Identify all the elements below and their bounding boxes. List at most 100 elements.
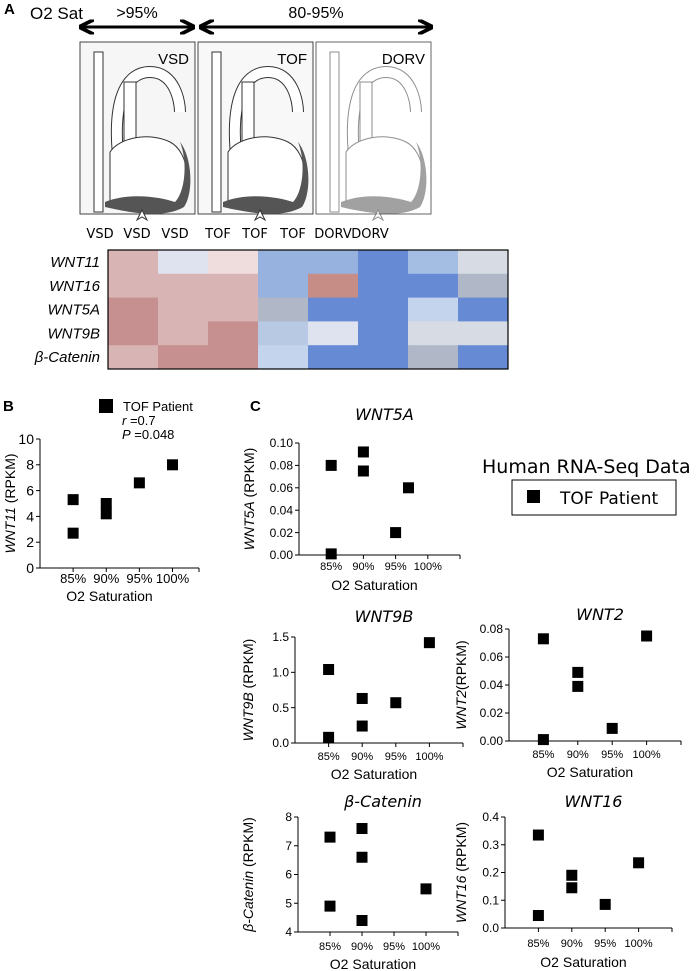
panel-a-letter: A bbox=[4, 1, 15, 18]
x-axis-label: O2 Saturation bbox=[547, 764, 633, 780]
y-axis-label-gene: WNT2 bbox=[453, 690, 469, 730]
y-tick-label: 0.10 bbox=[270, 436, 294, 450]
p-label: P bbox=[122, 427, 131, 442]
x-tick-label: 85% bbox=[532, 749, 554, 761]
x-tick-label: 95% bbox=[383, 941, 405, 953]
x-tick-label: 85% bbox=[320, 561, 342, 573]
heatmap-cell bbox=[258, 250, 309, 275]
panel-b-letter: B bbox=[3, 398, 14, 415]
data-point bbox=[324, 831, 336, 843]
data-point bbox=[532, 829, 544, 841]
legend-title: Human RNA-Seq Data bbox=[482, 456, 691, 478]
data-point bbox=[572, 666, 584, 678]
heatmap-cell bbox=[408, 273, 459, 299]
x-axis-label: O2 Saturation bbox=[540, 954, 626, 970]
column-labels: VSD VSD VSD TOF TOF TOF DORV DORV bbox=[86, 227, 388, 242]
x-tick-label: 90% bbox=[351, 751, 373, 763]
heatmap-row-label: WNT16 bbox=[49, 278, 100, 295]
y-axis-label-unit: (RPKM) bbox=[453, 822, 469, 876]
data-point bbox=[67, 494, 79, 506]
heatmap-cell bbox=[308, 345, 359, 370]
x-tick-label: 85% bbox=[60, 571, 86, 586]
y-tick-label: 0.02 bbox=[270, 526, 294, 540]
x-axis-label: O2 Saturation bbox=[331, 577, 417, 593]
y-tick-label: 0.2 bbox=[482, 866, 499, 880]
x-tick-label: 90% bbox=[93, 571, 119, 586]
heatmap-cell bbox=[108, 273, 159, 299]
y-tick-label: 0.02 bbox=[480, 706, 504, 720]
heatmap-cell bbox=[108, 250, 159, 275]
chart-title: β-Catenin bbox=[343, 792, 422, 811]
x-tick-label: 90% bbox=[561, 938, 583, 950]
y-tick-label: 1.0 bbox=[272, 666, 289, 680]
y-tick-label: 2 bbox=[26, 534, 34, 550]
column-label: TOF bbox=[241, 227, 268, 242]
x-tick-label: 100% bbox=[415, 751, 443, 763]
data-point bbox=[100, 498, 112, 509]
data-point bbox=[420, 883, 432, 895]
data-point bbox=[402, 482, 414, 494]
data-point bbox=[537, 734, 549, 746]
p-value: =0.048 bbox=[131, 427, 175, 442]
heatmap-cell bbox=[308, 321, 359, 346]
x-tick-label: 85% bbox=[319, 941, 341, 953]
diagram-label: DORV bbox=[382, 51, 425, 68]
heatmap-cell bbox=[458, 321, 509, 346]
y-axis-label-gene: β-Catenin bbox=[240, 871, 256, 933]
diagram-label: VSD bbox=[158, 51, 189, 68]
column-label: VSD bbox=[86, 227, 113, 242]
y-tick-label: 6 bbox=[26, 483, 34, 499]
x-tick-label: 95% bbox=[126, 571, 152, 586]
diagram-label: TOF bbox=[277, 51, 307, 68]
heatmap-cell bbox=[358, 250, 409, 275]
x-tick-label: 95% bbox=[385, 751, 407, 763]
x-axis-label: O2 Saturation bbox=[331, 766, 417, 782]
y-tick-label: 8 bbox=[285, 810, 292, 824]
x-tick-label: 100% bbox=[414, 561, 442, 573]
data-point bbox=[390, 527, 402, 539]
y-tick-label: 0.06 bbox=[480, 650, 504, 664]
r-value: =0.7 bbox=[126, 413, 155, 428]
data-point bbox=[532, 910, 544, 922]
heatmap-cell bbox=[308, 297, 359, 322]
legend-square-icon bbox=[527, 490, 540, 503]
data-point bbox=[323, 731, 335, 743]
scatter-chart-wnt16: 0.0 0.1 0.2 0.3 0.4 85% 90% 95% 100% O2 Saturatio… bbox=[453, 792, 673, 970]
data-point bbox=[599, 898, 611, 910]
y-tick-label: 0.0 bbox=[482, 921, 499, 935]
heatmap-cell bbox=[358, 297, 409, 322]
x-tick-label: 100% bbox=[625, 938, 653, 950]
diagram-vsd: VSD bbox=[79, 41, 195, 220]
r-label: r bbox=[122, 413, 127, 428]
data-point bbox=[356, 720, 368, 732]
data-point bbox=[67, 527, 79, 539]
column-label: VSD bbox=[161, 227, 188, 242]
heatmap-cell bbox=[108, 345, 159, 370]
x-tick-label: 85% bbox=[527, 938, 549, 950]
column-label: VSD bbox=[123, 227, 150, 242]
heatmap-row-label: WNT5A bbox=[48, 302, 101, 319]
heatmap-cell bbox=[208, 273, 259, 299]
data-point bbox=[566, 869, 578, 881]
heatmap-cell bbox=[208, 250, 259, 275]
y-tick-label: 10 bbox=[18, 431, 34, 447]
data-point bbox=[133, 477, 145, 489]
r-stat: r =0.7 bbox=[122, 413, 156, 428]
y-axis-label-gene: WNT11 bbox=[2, 507, 18, 553]
y-axis-label: WNT11 (RPKM) bbox=[2, 453, 18, 553]
heatmap-cell bbox=[258, 273, 309, 299]
x-tick-label: 100% bbox=[633, 749, 661, 761]
y-axis-label-gene: WNT5A bbox=[241, 501, 257, 550]
legend-square-icon bbox=[99, 399, 113, 413]
data-point bbox=[323, 664, 335, 676]
heatmap-cell bbox=[308, 250, 359, 275]
y-tick-label: 0.06 bbox=[270, 481, 294, 495]
heatmap-cell bbox=[458, 273, 509, 299]
x-tick-label: 95% bbox=[601, 749, 623, 761]
heatmap-cell bbox=[158, 250, 209, 275]
legend-entry: TOF Patient bbox=[559, 489, 658, 509]
y-tick-label: 1.5 bbox=[272, 630, 289, 644]
data-point bbox=[633, 857, 645, 869]
data-point bbox=[325, 548, 337, 560]
